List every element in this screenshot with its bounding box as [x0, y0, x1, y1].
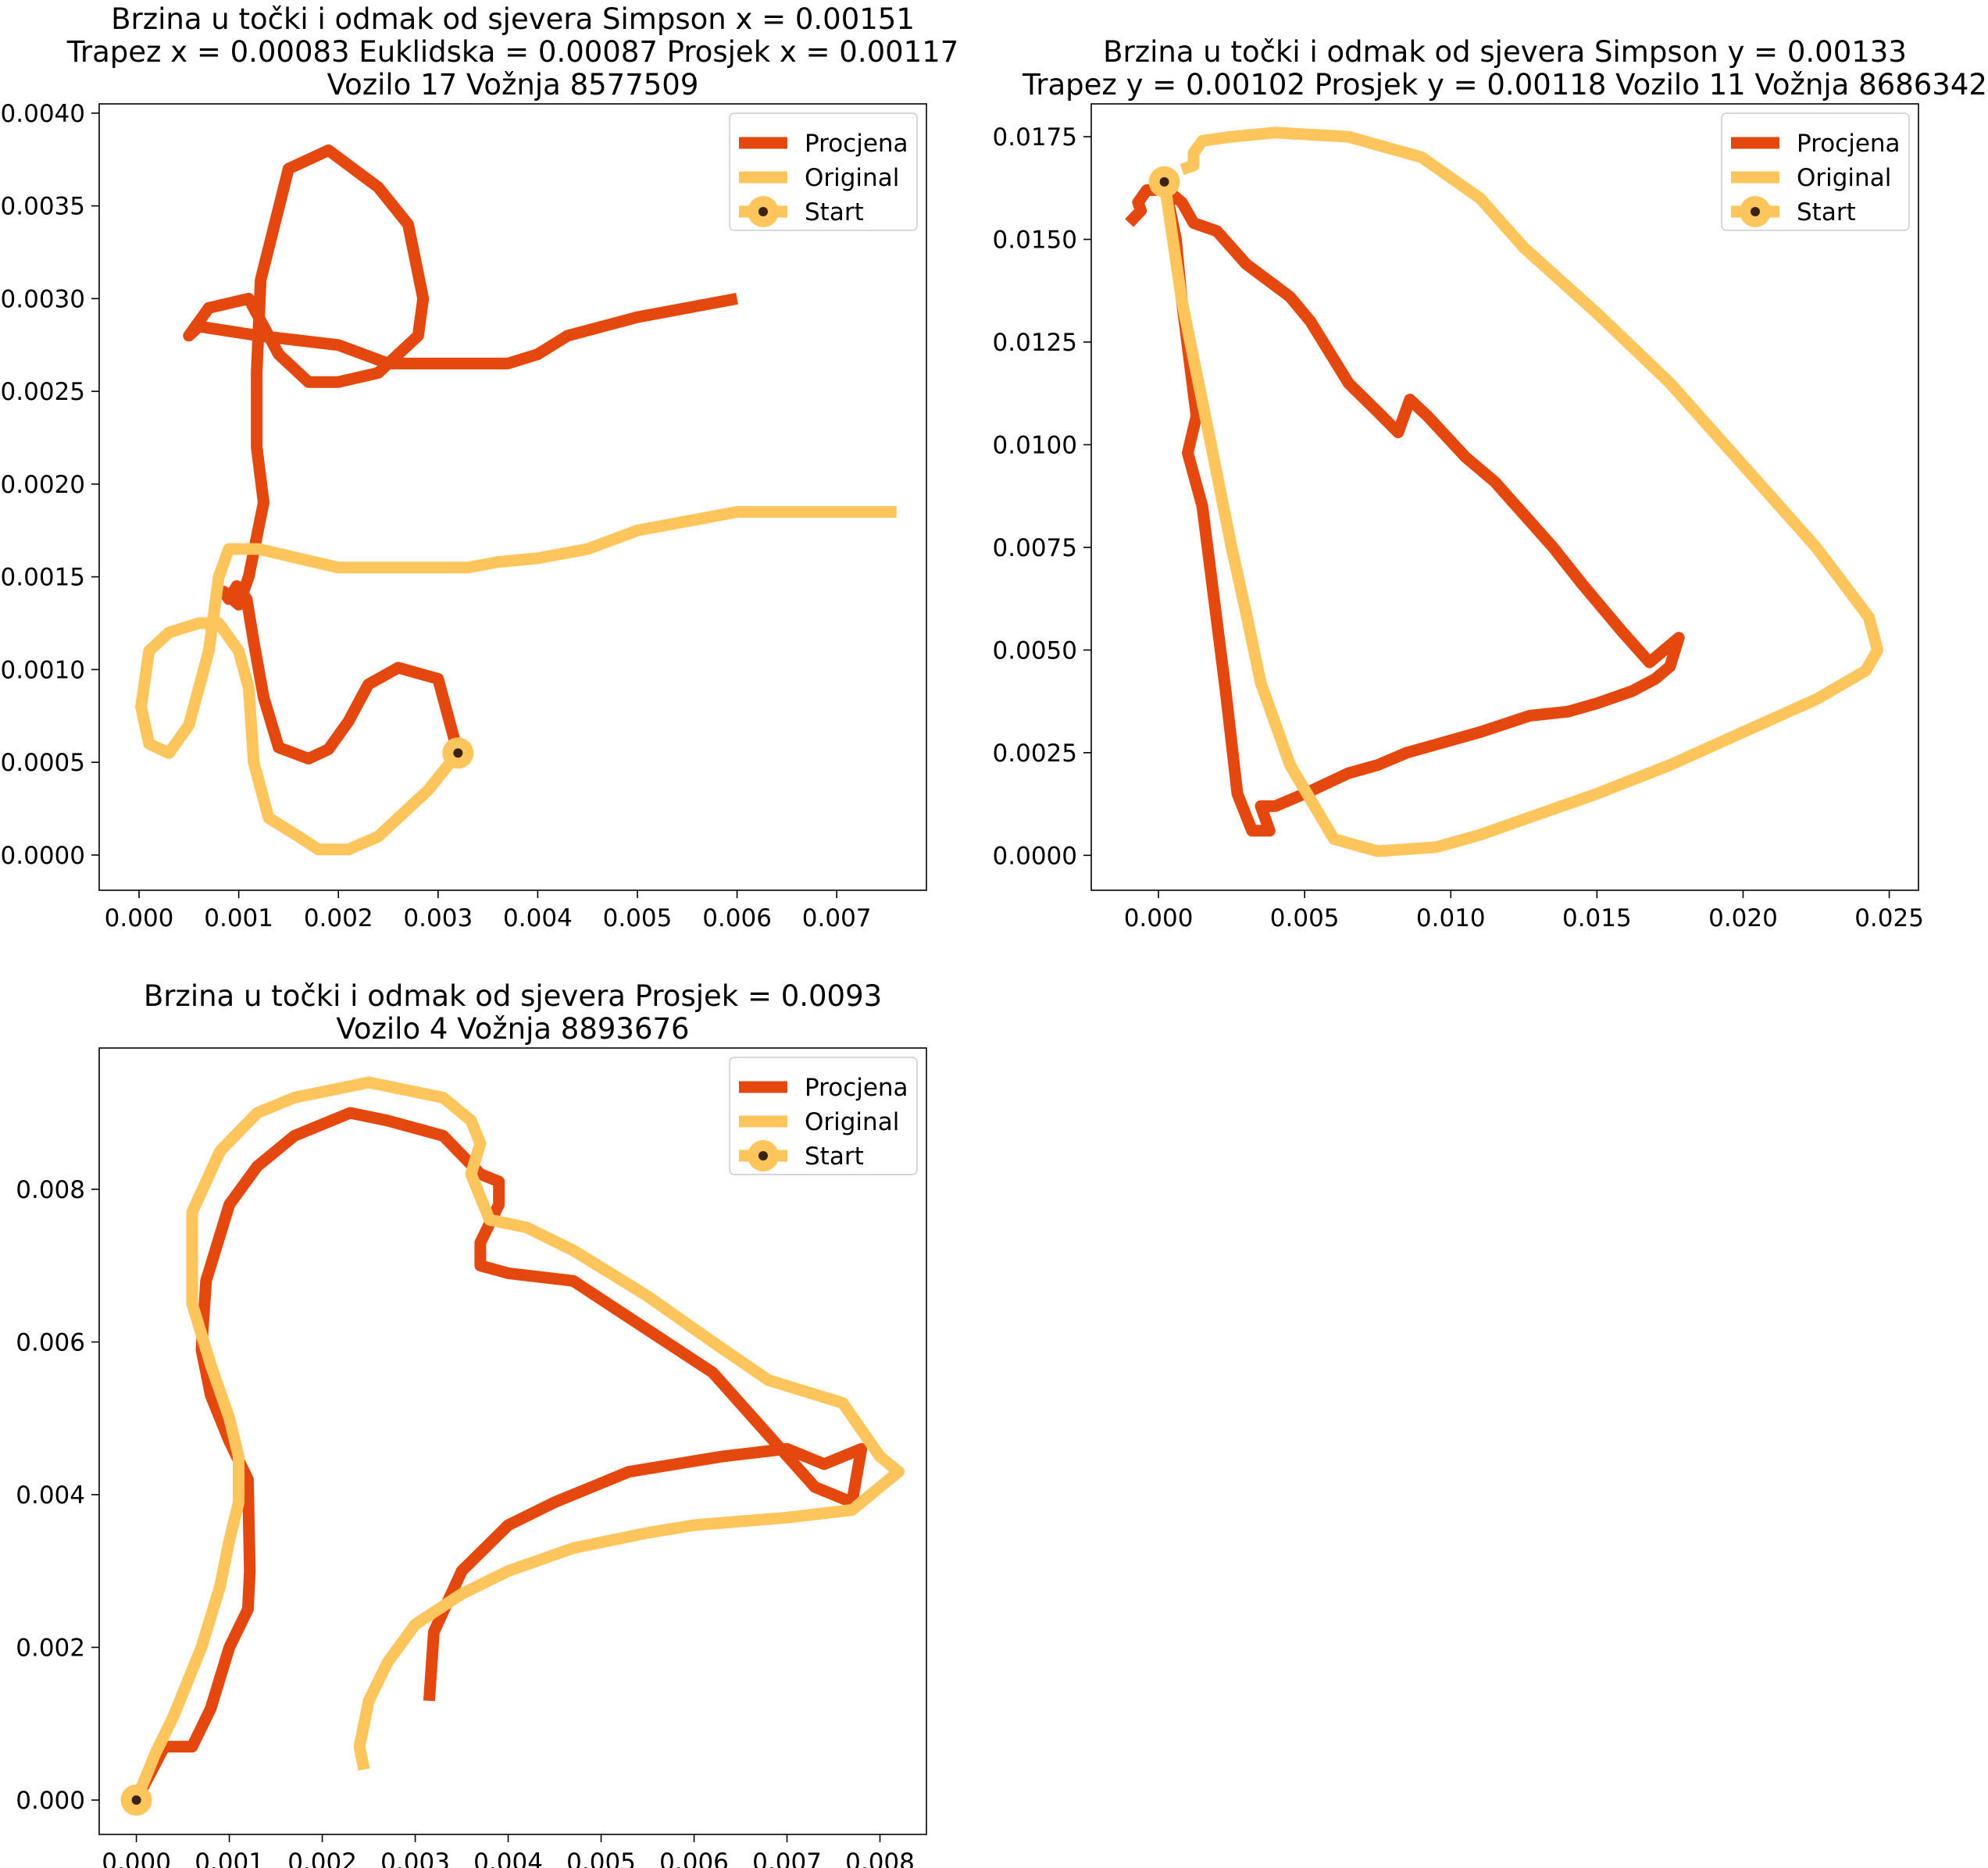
x-tick-label: 0.007	[752, 1848, 822, 1868]
x-tick-label: 0.002	[287, 1848, 357, 1868]
y-tick-label: 0.0035	[1, 193, 85, 221]
axes-frame	[1090, 103, 1919, 891]
axes-frame	[98, 103, 927, 891]
chart-title-line: Brzina u točki i odmak od sjevera Prosje…	[144, 979, 882, 1013]
legend-label: Procjena	[805, 1074, 908, 1102]
y-tick-label: 0.002	[16, 1634, 85, 1662]
series-line-original	[1158, 127, 1884, 857]
x-tick-label: 0.004	[503, 904, 573, 932]
x-tick-label: 0.025	[1854, 904, 1924, 932]
chart-panel-3: Brzina u točki i odmak od sjevera Prosje…	[16, 979, 927, 1868]
x-tick-label: 0.007	[802, 904, 872, 932]
legend-label: Start	[805, 198, 864, 226]
series-line-original	[135, 506, 897, 856]
legend: Procjena Original Start	[729, 112, 918, 231]
y-tick-label: 0.0125	[993, 329, 1077, 357]
x-tick-label: 0.020	[1708, 904, 1778, 932]
legend-label: Procjena	[805, 130, 908, 158]
y-tick-label: 0.0075	[993, 534, 1077, 562]
x-tick-label: 0.000	[105, 904, 174, 932]
legend: Procjena Original Start	[729, 1057, 918, 1175]
y-tick-label: 0.0005	[1, 749, 85, 777]
x-tick-label: 0.003	[403, 904, 473, 932]
legend-start-marker-center	[1751, 207, 1760, 216]
chart-panel-2: Brzina u točki i odmak od sjevera Simpso…	[993, 35, 1987, 932]
chart-title-line: Vozilo 4 Vožnja 8893676	[336, 1012, 689, 1046]
y-tick-label: 0.000	[16, 1787, 85, 1815]
x-tick-label: 0.005	[603, 904, 673, 932]
start-marker-center	[453, 748, 463, 758]
x-tick-label: 0.002	[304, 904, 373, 932]
x-tick-label: 0.000	[102, 1848, 171, 1868]
start-marker-center	[1159, 176, 1169, 187]
y-tick-label: 0.0175	[993, 123, 1077, 152]
x-tick-label: 0.006	[702, 904, 772, 932]
x-tick-label: 0.001	[195, 1848, 264, 1868]
legend-label: Start	[805, 1143, 864, 1171]
y-tick-label: 0.0020	[1, 471, 85, 499]
legend-label: Start	[1797, 198, 1856, 226]
y-tick-label: 0.0030	[1, 285, 85, 313]
y-tick-label: 0.0025	[1, 378, 85, 406]
x-tick-label: 0.010	[1416, 904, 1486, 932]
x-tick-label: 0.005	[566, 1848, 636, 1868]
plot-area	[99, 104, 926, 890]
legend-label: Original	[805, 1108, 899, 1136]
chart-title-line: Brzina u točki i odmak od sjevera Simpso…	[1103, 35, 1907, 69]
x-tick-label: 0.008	[845, 1848, 915, 1868]
x-tick-label: 0.005	[1270, 904, 1340, 932]
chart-title-line: Vozilo 17 Vožnja 8577509	[327, 68, 699, 102]
legend-start-marker-center	[758, 207, 768, 216]
x-tick-label: 0.003	[380, 1848, 450, 1868]
y-tick-label: 0.0025	[993, 740, 1077, 768]
y-tick-label: 0.006	[16, 1328, 85, 1356]
series-line-procjena	[130, 1107, 868, 1803]
chart-title-line: Trapez y = 0.00102 Prosjek y = 0.00118 V…	[1022, 68, 1987, 102]
y-tick-label: 0.0050	[993, 636, 1077, 665]
legend-label: Original	[1797, 164, 1891, 192]
axes-frame	[98, 1047, 927, 1835]
y-tick-label: 0.0150	[993, 226, 1077, 255]
y-tick-label: 0.0015	[1, 564, 85, 592]
y-tick-label: 0.008	[16, 1176, 85, 1204]
x-tick-label: 0.015	[1562, 904, 1632, 932]
x-tick-label: 0.001	[204, 904, 273, 932]
y-tick-label: 0.0000	[993, 842, 1077, 870]
legend: Procjena Original Start	[1721, 112, 1910, 231]
y-tick-label: 0.0100	[993, 431, 1077, 459]
legend-start-marker-center	[758, 1151, 768, 1160]
start-marker-center	[131, 1795, 141, 1806]
x-tick-label: 0.000	[1124, 904, 1194, 932]
chart-panel-1: Brzina u točki i odmak od sjevera Simpso…	[1, 2, 959, 932]
x-tick-label: 0.006	[659, 1848, 729, 1868]
y-tick-label: 0.0040	[1, 100, 85, 128]
y-tick-label: 0.0000	[1, 842, 85, 870]
chart-title-line: Trapez x = 0.00083 Euklidska = 0.00087 P…	[66, 35, 959, 69]
y-tick-label: 0.004	[16, 1481, 85, 1510]
chart-title-line: Brzina u točki i odmak od sjevera Simpso…	[111, 2, 915, 36]
legend-label: Original	[805, 164, 899, 192]
series-line-procjena	[183, 144, 738, 765]
legend-label: Procjena	[1797, 130, 1901, 158]
series-line-original	[130, 1076, 905, 1802]
y-tick-label: 0.0010	[1, 656, 85, 684]
x-tick-label: 0.004	[473, 1848, 543, 1868]
series-line-procjena	[1125, 180, 1685, 837]
